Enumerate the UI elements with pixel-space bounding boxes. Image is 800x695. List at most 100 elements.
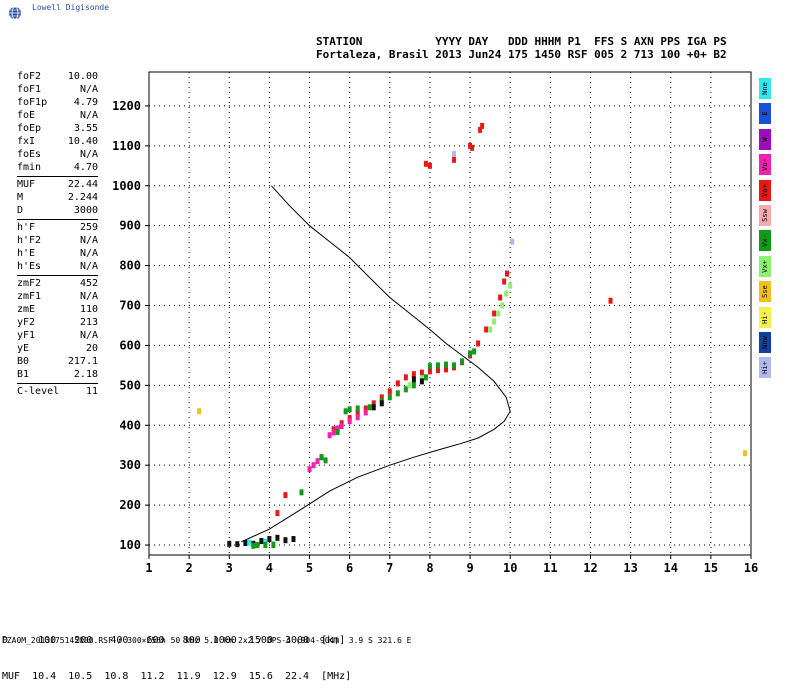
- echo-point: [407, 382, 412, 389]
- echo-point: [299, 489, 304, 496]
- density-profile-line: [241, 185, 511, 543]
- param-name: foE: [17, 110, 36, 121]
- param-value: 10.00: [67, 71, 98, 82]
- echo-point: [267, 536, 272, 543]
- param-name: zmE: [17, 304, 36, 315]
- echo-point: [502, 278, 507, 285]
- param-name: fmin: [17, 162, 42, 173]
- legend-label: E: [761, 111, 769, 116]
- param-value: N/A: [79, 110, 98, 121]
- param-separator: [17, 383, 98, 384]
- param-value: 22.44: [67, 179, 98, 190]
- echo-point: [411, 376, 416, 383]
- param-row: h'F 259: [2, 221, 98, 234]
- param-separator: [17, 176, 98, 177]
- echo-point: [263, 538, 268, 545]
- param-row: B1 2.18: [2, 368, 98, 381]
- param-name: yF2: [17, 317, 36, 328]
- param-name: B1: [17, 369, 30, 380]
- header-values: Fortaleza, Brasil 2013 Jun24 175 1450 RS…: [316, 48, 727, 61]
- param-value: 110: [79, 304, 98, 315]
- echo-point: [427, 368, 432, 375]
- echo-point: [484, 326, 489, 333]
- param-separator: [17, 219, 98, 220]
- param-row: h'E N/A: [2, 247, 98, 260]
- param-value: N/A: [79, 84, 98, 95]
- param-name: M: [17, 192, 24, 203]
- echo-point: [227, 540, 232, 547]
- y-tick-label: 200: [119, 498, 141, 512]
- param-value: N/A: [79, 291, 98, 302]
- echo-point: [443, 361, 448, 368]
- x-tick-label: 6: [346, 561, 353, 575]
- x-tick-label: 2: [186, 561, 193, 575]
- x-tick-label: 7: [386, 561, 393, 575]
- echo-point: [347, 406, 352, 413]
- echo-point: [470, 144, 475, 151]
- param-name: fxI: [17, 136, 36, 147]
- echo-point: [472, 348, 477, 355]
- echo-point: [367, 404, 372, 411]
- y-tick-label: 1100: [112, 139, 141, 153]
- digisonde-logo: Lowell Digisonde: [8, 2, 148, 24]
- echo-point: [504, 290, 509, 297]
- param-row: zmE 110: [2, 303, 98, 316]
- legend-label: Nne: [761, 82, 769, 95]
- echo-point: [355, 405, 360, 412]
- x-tick-label: 4: [266, 561, 273, 575]
- legend-swatch: Vo-: [759, 154, 771, 176]
- echo-point: [496, 310, 501, 317]
- legend-swatch: W: [759, 128, 771, 150]
- echo-point: [319, 454, 324, 461]
- param-row: B0 217.1: [2, 355, 98, 368]
- param-value: N/A: [79, 248, 98, 259]
- echo-point: [435, 362, 440, 369]
- x-tick-label: 13: [623, 561, 637, 575]
- y-tick-label: 500: [119, 378, 141, 392]
- param-value: N/A: [79, 330, 98, 341]
- echo-point: [403, 374, 408, 381]
- echo-point: [197, 408, 202, 415]
- y-tick-label: 900: [119, 219, 141, 233]
- echo-point: [411, 371, 416, 378]
- param-name: h'Es: [17, 261, 42, 272]
- ionogram-chart: 1 2 3 4 5 6 7 8 9 10 11 12 13 14 15 1610020030040050060…: [112, 71, 758, 575]
- legend-swatch: Ssw: [759, 205, 771, 226]
- header-labels: STATION YYYY DAY DDD HHHM P1 FFS S AXN P…: [316, 35, 727, 48]
- param-value: N/A: [79, 149, 98, 160]
- param-value: 3000: [73, 205, 98, 216]
- param-name: D: [17, 205, 24, 216]
- param-name: foF1: [17, 84, 42, 95]
- echo-point: [363, 405, 368, 412]
- param-name: foF1p: [17, 97, 48, 108]
- param-row: yF1 N/A: [2, 329, 98, 342]
- param-row: foF1p 4.79: [2, 96, 98, 109]
- param-row: MUF 22.44: [2, 178, 98, 191]
- param-row: foEp 3.55: [2, 122, 98, 135]
- echo-point: [500, 302, 505, 309]
- legend-swatch: Vx-: [759, 230, 771, 252]
- param-value: N/A: [79, 261, 98, 272]
- legend-swatch: E: [759, 103, 771, 125]
- param-row: h'Es N/A: [2, 260, 98, 273]
- echo-point: [387, 388, 392, 395]
- echo-point: [283, 492, 288, 499]
- x-tick-label: 11: [543, 561, 557, 575]
- echo-point: [492, 310, 497, 317]
- param-row: M 2.244: [2, 191, 98, 204]
- echo-point: [371, 404, 376, 411]
- echo-point: [387, 394, 392, 401]
- legend-swatch: Nnw: [759, 332, 771, 353]
- echo-point: [480, 122, 485, 129]
- echo-point: [508, 282, 513, 289]
- param-value: 11: [85, 386, 98, 397]
- echo-point: [355, 410, 360, 417]
- param-name: h'F: [17, 222, 36, 233]
- echo-point: [419, 375, 424, 382]
- file-info-footer: FZA0M_2013175145000.RSF / 300×256h 50 kH…: [2, 636, 412, 645]
- echo-point: [247, 539, 252, 546]
- parameter-panel: foF2 10.00 foF1 N/A foF1p 4.79 foE N/A foEp 3.55 f…: [2, 70, 98, 398]
- legend-label: Ssw: [761, 209, 769, 222]
- echo-point: [419, 369, 424, 376]
- echo-point: [423, 374, 428, 381]
